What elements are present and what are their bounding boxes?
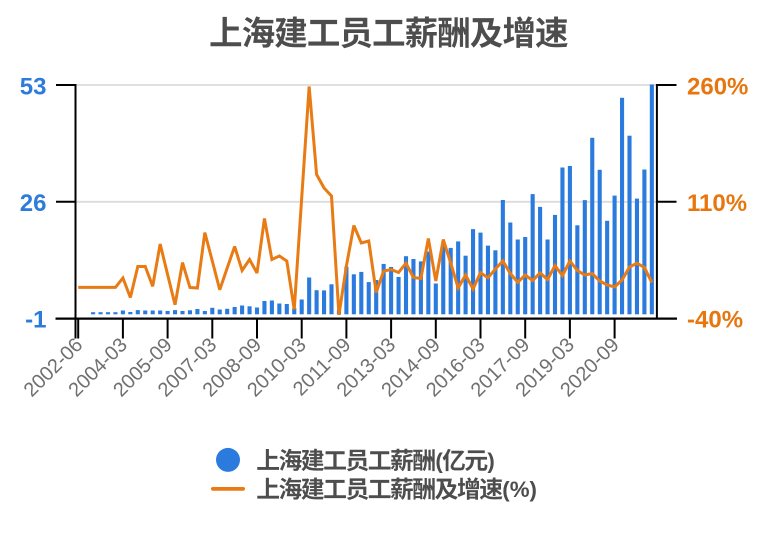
svg-text:(: ( bbox=[435, 449, 443, 474]
svg-text:-1: -1 bbox=[25, 307, 46, 334]
svg-text:-40%: -40% bbox=[687, 307, 743, 334]
svg-text:): ) bbox=[487, 449, 494, 474]
svg-text:260%: 260% bbox=[687, 74, 748, 101]
svg-text:53: 53 bbox=[20, 74, 47, 101]
svg-text:26: 26 bbox=[20, 190, 47, 217]
svg-text:(%): (%) bbox=[502, 477, 537, 502]
svg-text:110%: 110% bbox=[687, 190, 747, 217]
